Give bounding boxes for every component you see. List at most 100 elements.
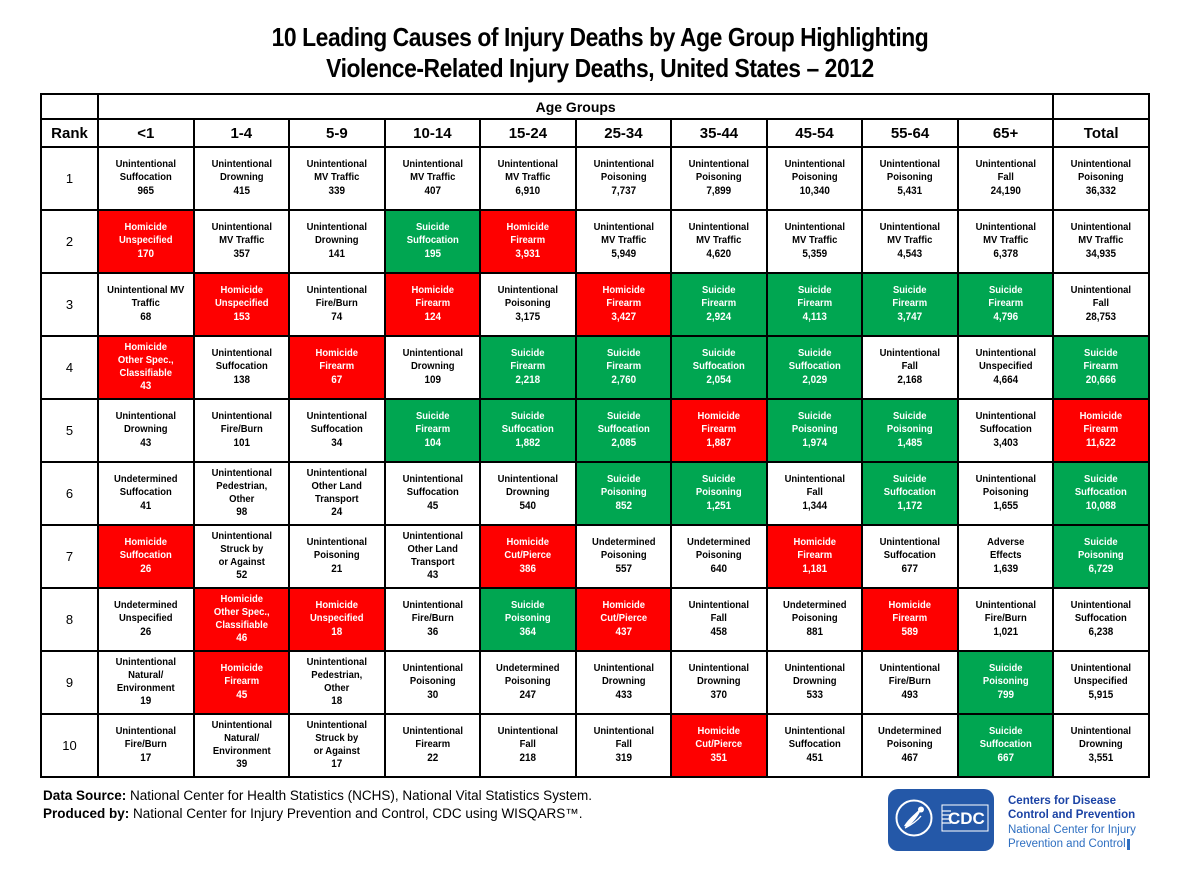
cause-label: Unintentional Suffocation bbox=[115, 158, 176, 184]
cause-cell: Unintentional MV Traffic 339 bbox=[288, 146, 386, 211]
death-count: 1,251 bbox=[706, 499, 732, 512]
death-count: 218 bbox=[519, 751, 537, 764]
cause-label: Suicide Poisoning bbox=[982, 662, 1029, 688]
cause-label: Unintentional Pedestrian, Other bbox=[211, 466, 272, 505]
death-count: 965 bbox=[137, 184, 155, 197]
cause-label: Undetermined Poisoning bbox=[591, 536, 656, 562]
cause-label: Undetermined Poisoning bbox=[782, 599, 847, 625]
death-count: 6,910 bbox=[515, 184, 541, 197]
cause-cell: Homicide Firearm 11,622 bbox=[1052, 398, 1150, 463]
cause-label: Suicide Suffocation bbox=[501, 410, 554, 436]
cause-cell: Unintentional Suffocation 451 bbox=[765, 713, 864, 778]
cause-cell: Unintentional Fall 218 bbox=[479, 713, 577, 778]
cause-cell: Unintentional Poisoning 7,899 bbox=[670, 146, 768, 211]
death-count: 415 bbox=[233, 184, 250, 197]
cause-cell: Unintentional Drowning 141 bbox=[288, 209, 386, 274]
death-count: 458 bbox=[710, 625, 728, 638]
cause-cell: Undetermined Unspecified 26 bbox=[97, 587, 195, 652]
cause-cell: Homicide Unspecified 170 bbox=[97, 209, 195, 274]
death-count: 21 bbox=[331, 562, 343, 575]
cause-cell: Suicide Suffocation 2,054 bbox=[670, 335, 768, 400]
death-count: 46 bbox=[235, 632, 247, 645]
cause-cell: Suicide Poisoning 364 bbox=[479, 587, 577, 652]
cause-label: Suicide Suffocation bbox=[884, 473, 937, 499]
cause-label: Unintentional Unspecified bbox=[975, 347, 1036, 373]
death-count: 3,931 bbox=[515, 247, 541, 260]
cause-cell: Unintentional Suffocation 965 bbox=[97, 146, 195, 211]
cause-cell: Undetermined Suffocation 41 bbox=[97, 461, 195, 526]
death-count: 20,666 bbox=[1086, 373, 1117, 386]
cause-cell: Undetermined Poisoning 467 bbox=[861, 713, 959, 778]
cause-cell: Unintentional Drowning 433 bbox=[574, 650, 673, 715]
cause-cell: Suicide Suffocation 2,029 bbox=[765, 335, 864, 400]
cause-label: Unintentional Poisoning bbox=[402, 662, 463, 688]
death-count: 5,949 bbox=[611, 247, 636, 260]
cause-cell: Unintentional Fall 2,168 bbox=[861, 335, 959, 400]
cdc-acronym-text: CDC bbox=[948, 809, 985, 828]
rank-cell: 6 bbox=[40, 461, 99, 526]
cause-cell: Suicide Suffocation 10,088 bbox=[1052, 461, 1150, 526]
cause-label: Unintentional Suffocation bbox=[306, 410, 368, 436]
column-header-age-65+: 65+ bbox=[956, 118, 1055, 148]
cause-label: Unintentional Poisoning bbox=[975, 473, 1036, 499]
cause-label: Unintentional Suffocation bbox=[1070, 599, 1132, 625]
cause-cell: Homicide Cut/Pierce 437 bbox=[574, 587, 673, 652]
cause-cell: Unintentional Unspecified 5,915 bbox=[1052, 650, 1150, 715]
cdc-logo-icon: CDC bbox=[941, 803, 989, 838]
table-row-rank-5: 5 Unintentional Drowning 43 Unintentional F… bbox=[40, 398, 1150, 463]
death-count: 36 bbox=[426, 625, 438, 638]
column-header-age-5-9: 5-9 bbox=[288, 118, 386, 148]
cause-cell: Suicide Suffocation 1,882 bbox=[479, 398, 577, 463]
cause-cell: Suicide Firearm 104 bbox=[383, 398, 482, 463]
cause-label: Suicide Suffocation bbox=[692, 347, 745, 373]
cause-label: Unintentional MV Traffic bbox=[688, 221, 750, 247]
cause-cell: Unintentional Struck by or Against 52 bbox=[192, 524, 291, 589]
death-count: 24 bbox=[331, 506, 343, 519]
cause-cell: Suicide Suffocation 195 bbox=[383, 209, 482, 274]
cause-label: Homicide Firearm bbox=[888, 599, 932, 625]
death-count: 104 bbox=[424, 436, 441, 449]
death-count: 4,620 bbox=[706, 247, 732, 260]
death-count: 101 bbox=[233, 436, 250, 449]
page-title-line2: Violence-Related Injury Deaths, United S… bbox=[326, 53, 874, 84]
death-count: 153 bbox=[233, 310, 250, 323]
cdc-hhs-logo: CDC bbox=[888, 789, 994, 851]
cause-label: Suicide Suffocation bbox=[1075, 473, 1128, 499]
table-row-rank-4: 4 Homicide Other Spec., Classifiable 43 Uni… bbox=[40, 335, 1150, 400]
column-header-total: Total bbox=[1052, 118, 1150, 148]
cause-label: Unintentional Drowning bbox=[497, 473, 559, 499]
hhs-eagle-icon bbox=[893, 797, 935, 844]
death-count: 98 bbox=[235, 506, 247, 519]
cause-label: Homicide Firearm bbox=[697, 410, 741, 436]
cause-cell: Suicide Poisoning 799 bbox=[956, 650, 1055, 715]
cause-label: Unintentional Drowning bbox=[211, 158, 272, 184]
cause-cell: Unintentional Natural/ Environment 19 bbox=[97, 650, 195, 715]
cause-label: Unintentional Other Land Transport bbox=[306, 466, 368, 505]
death-count: 45 bbox=[426, 499, 438, 512]
logo-text-line3: National Center for Injury bbox=[1008, 823, 1136, 836]
cause-label: Homicide Cut/Pierce bbox=[504, 536, 552, 562]
cause-label: Homicide Firearm bbox=[602, 284, 645, 310]
cause-label: Unintentional Unspecified bbox=[1070, 662, 1132, 688]
cause-cell: Suicide Poisoning 1,974 bbox=[765, 398, 864, 463]
cause-label: Suicide Firearm bbox=[510, 347, 546, 373]
cause-cell: Unintentional Poisoning 36,332 bbox=[1052, 146, 1150, 211]
cause-label: Unintentional Firearm bbox=[402, 725, 463, 751]
death-count: 1,344 bbox=[802, 499, 827, 512]
death-count: 467 bbox=[901, 751, 919, 764]
table-row-rank-6: 6 Undetermined Suffocation 41 Unintentional… bbox=[40, 461, 1150, 526]
cause-label: Unintentional MV Traffic bbox=[402, 158, 463, 184]
cause-label: Homicide Firearm bbox=[411, 284, 454, 310]
cause-cell: Unintentional Unspecified 4,664 bbox=[956, 335, 1055, 400]
cause-cell: Suicide Firearm 3,747 bbox=[861, 272, 959, 337]
cause-cell: Unintentional MV Traffic 4,543 bbox=[861, 209, 959, 274]
produced-by-note: Produced by: National Center for Injury … bbox=[43, 805, 592, 823]
cause-cell: Unintentional MV Traffic 4,620 bbox=[670, 209, 768, 274]
cause-cell: Unintentional Drowning 109 bbox=[383, 335, 482, 400]
cause-label: Unintentional Fall bbox=[975, 158, 1036, 184]
death-count: 1,887 bbox=[706, 436, 732, 449]
table-body: 1 Unintentional Suffocation 965 Unintention… bbox=[40, 146, 1150, 778]
cause-cell: Unintentional MV Traffic 6,910 bbox=[479, 146, 577, 211]
cause-label: Homicide Firearm bbox=[315, 347, 359, 373]
cause-label: Unintentional Suffocation bbox=[211, 347, 272, 373]
